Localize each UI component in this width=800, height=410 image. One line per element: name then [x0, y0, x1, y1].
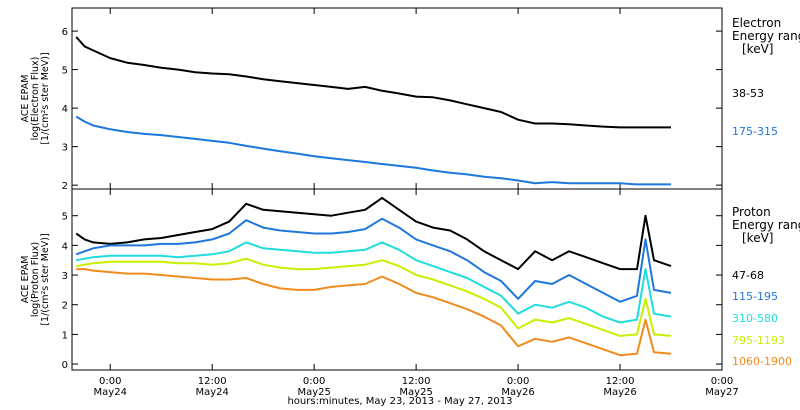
y-tick-label-proton: 5 — [62, 212, 68, 223]
y-tick-label-electron: 4 — [62, 104, 68, 115]
legend-item-electron: 38-53 — [732, 87, 764, 100]
series-line-proton-795-1193 — [76, 257, 672, 337]
y-tick-label-electron: 5 — [62, 66, 68, 77]
legend-title-line: Electron — [732, 16, 781, 30]
x-tick-label-time: 12:00 — [402, 376, 431, 387]
series-line-proton-1060-1900 — [76, 268, 672, 357]
proton-panel: 0 1 2 3 4 5 ACE EPAMlog(Proton Flux)[1/(cm²s s… — [20, 188, 800, 371]
x-tick-label-date: May26 — [603, 387, 636, 398]
y-tick-label-electron: 3 — [62, 143, 68, 154]
x-tick-label-time: 12:00 — [198, 376, 227, 387]
x-tick-label-time: 0:00 — [507, 376, 529, 387]
y-axis-label-line: log(Proton Flux) — [30, 242, 41, 317]
x-tick-label-time: 0:00 — [711, 376, 733, 387]
x-tick-label-date: May25 — [297, 387, 330, 398]
x-tick-label-date: May25 — [399, 387, 432, 398]
legend-item-proton: 47-68 — [732, 269, 764, 282]
legend-title-line: Energy range — [732, 218, 800, 232]
y-axis-label-line: [1/(cm²s ster MeV)] — [40, 52, 51, 144]
y-tick-label-proton: 0 — [62, 360, 68, 371]
series-line-proton-47-68 — [75, 196, 672, 271]
series-line-proton-115-195 — [75, 217, 672, 303]
y-tick-label-proton: 3 — [62, 271, 68, 282]
legend-item-proton: 115-195 — [732, 290, 778, 303]
legend-item-proton: 310-580 — [732, 312, 778, 325]
legend-item-proton: 795-1193 — [732, 334, 785, 347]
x-axis: 0:00May2412:00May240:00May2512:00May250:… — [94, 376, 739, 398]
y-tick-label-proton: 2 — [62, 301, 68, 312]
y-axis-label-line: ACE EPAM — [20, 256, 31, 304]
legend-title-line: Energy range — [732, 29, 800, 43]
y-axis-label-line: log(Electron Flux) — [30, 57, 41, 141]
x-tick-label-time: 0:00 — [99, 376, 121, 387]
x-tick-label-time: 12:00 — [606, 376, 635, 387]
legend-title-line: [keV] — [742, 231, 773, 245]
x-tick-label-date: May24 — [195, 387, 228, 398]
y-axis-label-line: [1/(cm²s ster MeV)] — [40, 233, 51, 325]
legend-title-line: Proton — [732, 205, 771, 219]
x-tick-label-date: May24 — [94, 387, 127, 398]
y-axis-label-proton: ACE EPAMlog(Proton Flux)[1/(cm²s ster Me… — [20, 233, 51, 325]
legend-item-electron: 175-315 — [732, 125, 778, 138]
series-line-electron-175-315 — [75, 115, 671, 186]
y-tick-label-proton: 1 — [62, 330, 68, 341]
plot-frame-proton — [71, 188, 723, 371]
electron-panel: 2 3 4 5 6 ACE EPAMlog(Electron Flux)[1/(cm²s … — [20, 7, 800, 192]
y-tick-label-proton: 4 — [62, 241, 68, 252]
y-axis-label-electron: ACE EPAMlog(Electron Flux)[1/(cm²s ster … — [20, 52, 51, 144]
y-tick-label-electron: 2 — [62, 181, 68, 192]
x-tick-label-date: May26 — [501, 387, 534, 398]
x-axis-label: hours:minutes, May 23, 2013 - May 27, 20… — [287, 396, 512, 407]
y-tick-label-electron: 6 — [62, 27, 68, 38]
series-line-proton-310-580 — [76, 241, 672, 324]
x-tick-label-time: 0:00 — [303, 376, 325, 387]
x-tick-label-date: May27 — [705, 387, 738, 398]
plot-frame-electron — [71, 7, 723, 190]
series-line-electron-38-53 — [75, 36, 671, 129]
legend-item-proton: 1060-1900 — [732, 355, 792, 368]
y-axis-label-line: ACE EPAM — [20, 75, 31, 123]
legend-title-line: [keV] — [742, 42, 773, 56]
